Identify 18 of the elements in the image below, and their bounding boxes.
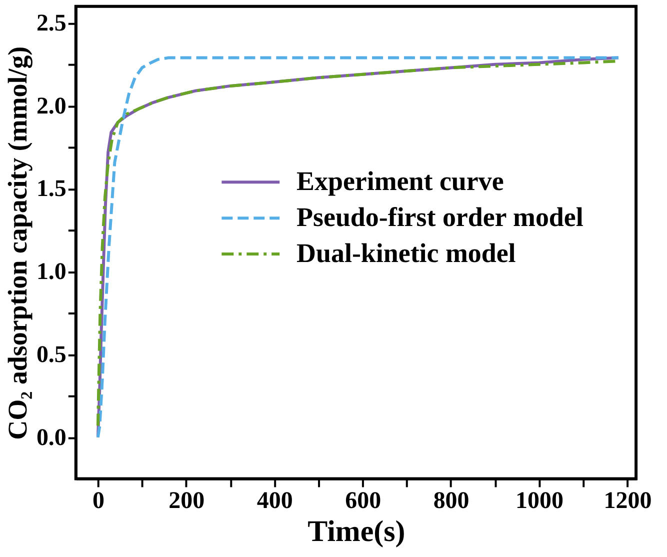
x-tick-label: 600 [345,488,382,514]
x-tick-label: 1000 [516,488,564,514]
y-tick-label: 0.0 [36,424,66,451]
y-axis-title: CO₂ adsorption capacity (mmol/g) [2,46,32,440]
y-tick-label: 2.5 [36,10,66,36]
x-tick-label: 1200 [604,488,652,514]
x-axis-title: Time(s) [308,515,406,548]
y-tick-label: 2.0 [36,93,66,120]
legend-label: Experiment curve [296,166,504,196]
x-tick-label: 800 [433,488,470,514]
y-tick-label: 1.0 [36,259,66,286]
legend-label: Dual-kinetic model [296,238,516,268]
x-tick-label: 0 [92,488,104,514]
y-tick-label: 0.5 [36,342,66,368]
legend-label: Pseudo-first order model [296,202,584,232]
x-tick-label: 400 [256,488,293,514]
x-tick-label: 200 [168,488,205,514]
y-tick-label: 1.5 [36,176,66,202]
